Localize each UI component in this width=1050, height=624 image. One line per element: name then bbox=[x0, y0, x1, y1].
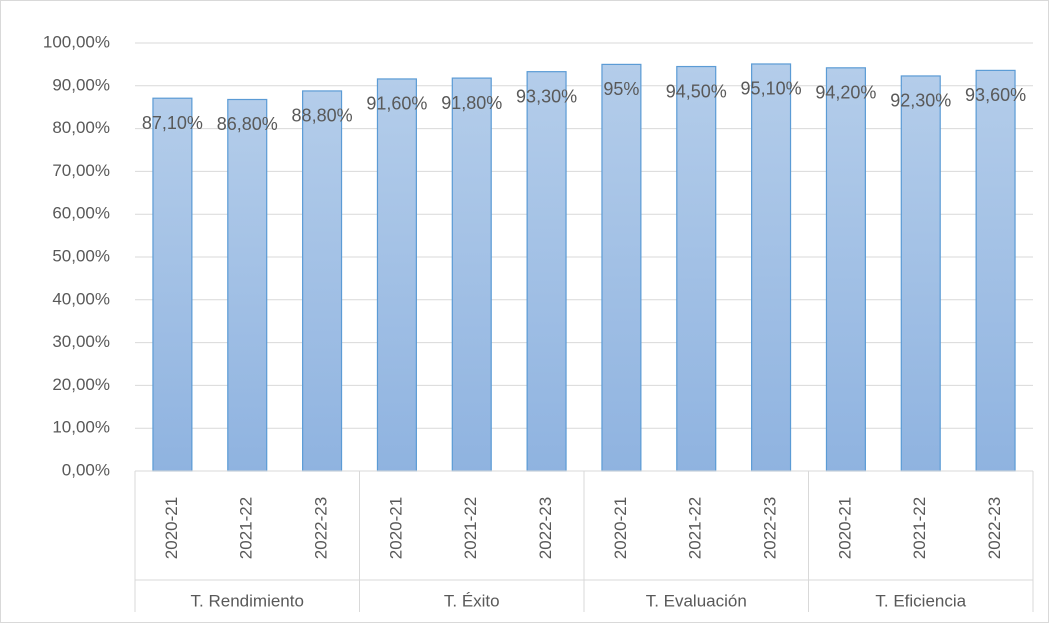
bar bbox=[227, 98, 268, 472]
data-label: 91,80% bbox=[441, 93, 502, 113]
x-tick-label: 2020-21 bbox=[835, 497, 854, 559]
group-label: T. Éxito bbox=[444, 591, 500, 610]
x-tick-label: 2021-22 bbox=[237, 497, 256, 559]
bar bbox=[676, 65, 717, 472]
bar bbox=[302, 90, 343, 472]
data-label: 91,60% bbox=[366, 94, 427, 114]
x-tick-label: 2021-22 bbox=[686, 497, 705, 559]
data-label: 94,50% bbox=[666, 81, 727, 101]
x-tick-label: 2022-23 bbox=[985, 497, 1004, 559]
bar bbox=[451, 77, 492, 472]
y-tick-label: 50,00% bbox=[52, 246, 110, 265]
data-label: 95,10% bbox=[741, 79, 802, 99]
x-tick-label: 2022-23 bbox=[761, 497, 780, 559]
y-tick-label: 40,00% bbox=[52, 289, 110, 308]
y-tick-label: 80,00% bbox=[52, 118, 110, 137]
group-label: T. Evaluación bbox=[646, 591, 747, 610]
data-label: 92,30% bbox=[890, 91, 951, 111]
y-tick-label: 100,00% bbox=[43, 32, 110, 51]
bar bbox=[825, 67, 866, 472]
x-tick-label: 2020-21 bbox=[386, 497, 405, 559]
group-label: T. Eficiencia bbox=[875, 591, 966, 610]
y-tick-label: 70,00% bbox=[52, 161, 110, 180]
y-tick-label: 0,00% bbox=[62, 460, 110, 479]
group-label: T. Rendimiento bbox=[191, 591, 304, 610]
y-tick-label: 10,00% bbox=[52, 418, 110, 437]
data-label: 93,30% bbox=[516, 86, 577, 106]
y-tick-label: 30,00% bbox=[52, 332, 110, 351]
x-tick-label: 2021-22 bbox=[910, 497, 929, 559]
bar bbox=[152, 97, 193, 472]
x-tick-label: 2020-21 bbox=[611, 497, 630, 559]
bar bbox=[526, 71, 567, 472]
data-label: 95% bbox=[603, 79, 639, 99]
x-tick-label: 2022-23 bbox=[536, 497, 555, 559]
bar bbox=[975, 69, 1016, 472]
y-tick-label: 60,00% bbox=[52, 204, 110, 223]
x-tick-label: 2020-21 bbox=[162, 497, 181, 559]
x-tick-label: 2021-22 bbox=[461, 497, 480, 559]
data-label: 94,20% bbox=[815, 83, 876, 103]
bar bbox=[376, 78, 417, 472]
data-label: 87,10% bbox=[142, 113, 203, 133]
y-tick-label: 90,00% bbox=[52, 75, 110, 94]
data-label: 88,80% bbox=[292, 106, 353, 126]
data-label: 93,60% bbox=[965, 85, 1026, 105]
bar bbox=[751, 63, 792, 472]
bar bbox=[601, 63, 642, 472]
bar bbox=[900, 75, 941, 472]
y-tick-label: 20,00% bbox=[52, 375, 110, 394]
data-label: 86,80% bbox=[217, 114, 278, 134]
x-tick-label: 2022-23 bbox=[312, 497, 331, 559]
